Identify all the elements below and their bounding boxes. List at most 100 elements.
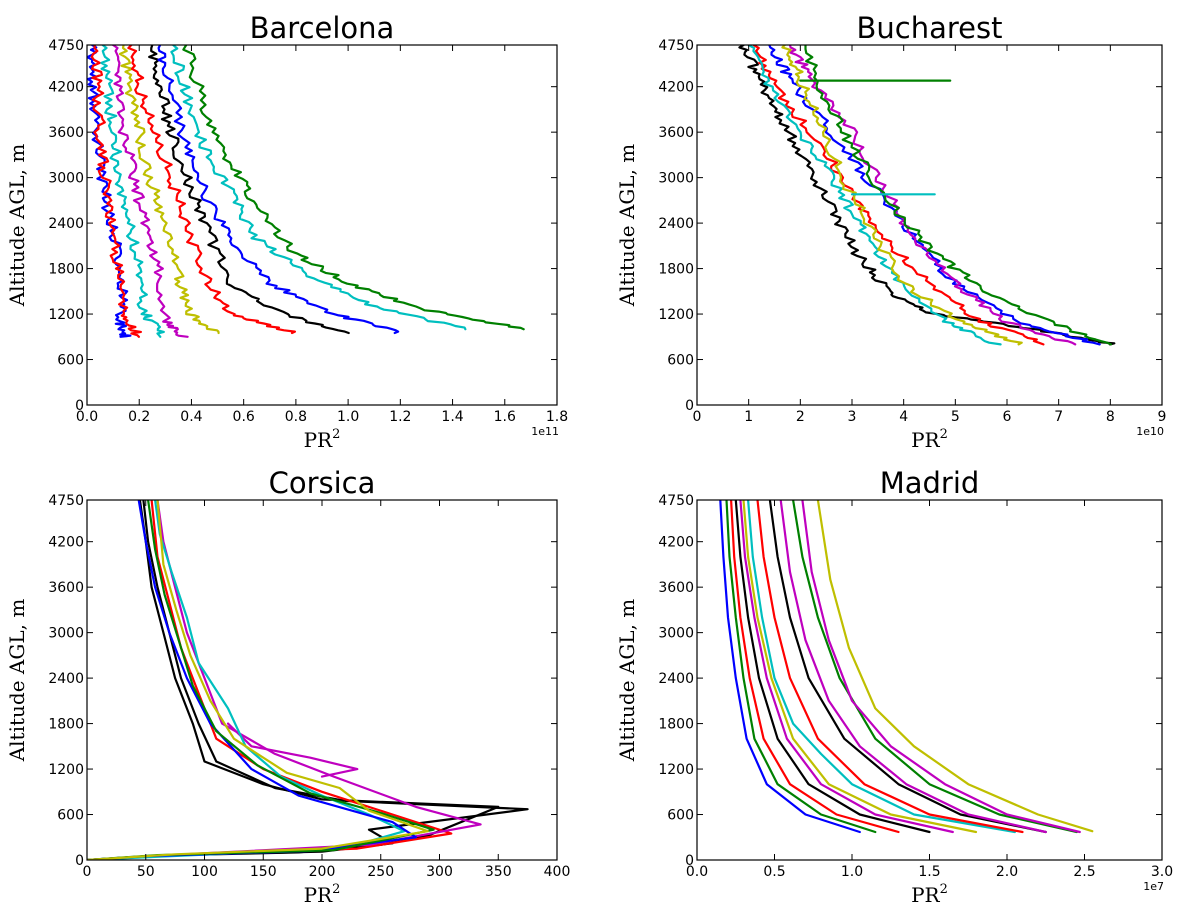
x-tick-label: 1.2 — [389, 409, 411, 425]
x-tick-label: 7 — [1054, 409, 1063, 425]
series-line — [87, 500, 435, 860]
y-tick-label: 1800 — [48, 717, 84, 733]
x-axis-label-superscript: 2 — [940, 882, 948, 897]
series-line — [170, 45, 467, 331]
y-tick-label: 3000 — [658, 171, 694, 187]
x-axis-label-base: PR — [304, 883, 333, 904]
series-line — [112, 45, 189, 338]
chart-title: Barcelona — [250, 11, 395, 45]
series-line — [804, 45, 1112, 346]
y-tick-label: 600 — [667, 353, 694, 369]
y-axis-label: Altitude AGL, m — [5, 599, 29, 763]
x-tick-label: 9 — [1158, 409, 1167, 425]
y-tick-label: 0 — [685, 398, 694, 414]
y-tick-label: 3600 — [658, 580, 694, 596]
x-tick-label: 5 — [951, 409, 960, 425]
series-line — [739, 500, 954, 834]
series-line — [719, 500, 861, 834]
series-line — [182, 45, 525, 331]
series-line — [725, 500, 877, 834]
x-tick-label: 300 — [426, 864, 453, 880]
y-axis-label: Altitude AGL, m — [615, 144, 639, 308]
axes-frame — [696, 44, 1163, 406]
series-line — [747, 45, 1002, 346]
chart-title: Bucharest — [857, 11, 1003, 45]
x-tick-label: 250 — [367, 864, 394, 880]
x-tick-label: 1.4 — [441, 409, 463, 425]
x-tick-label: 2.0 — [996, 864, 1018, 880]
x-axis-label-base: PR — [911, 883, 940, 904]
y-tick-label: 3600 — [48, 580, 84, 596]
series-line — [157, 45, 400, 335]
x-offset-label: 1e7 — [1143, 880, 1164, 893]
x-tick-label: 4 — [899, 409, 908, 425]
series-line — [118, 45, 220, 335]
chart-title: Corsica — [269, 466, 376, 500]
y-tick-label: 1800 — [658, 262, 694, 278]
x-tick-label: 150 — [250, 864, 277, 880]
series-line — [730, 500, 900, 834]
x-tick-label: 1 — [744, 409, 753, 425]
series-line — [100, 45, 165, 338]
series-line — [734, 500, 931, 834]
x-offset-label: 1e10 — [1136, 425, 1164, 438]
chart-title: Madrid — [880, 466, 980, 500]
x-tick-label: 350 — [485, 864, 512, 880]
x-tick-label: 200 — [309, 864, 336, 880]
plot-area — [87, 45, 525, 338]
x-tick-label: 0.6 — [233, 409, 255, 425]
panel-corsica: 0 50 100 150 200 250 300 350 400 0 600 1200 1800 2400… — [5, 466, 570, 904]
series-line — [90, 45, 142, 338]
x-axis-label-superscript: 2 — [332, 427, 340, 442]
series-line — [87, 500, 482, 860]
series-line — [792, 500, 1078, 834]
y-tick-label: 4750 — [48, 38, 84, 54]
x-axis-label-superscript: 2 — [332, 882, 340, 897]
x-axis-label-base: PR — [911, 428, 940, 452]
x-tick-label: 1.0 — [337, 409, 359, 425]
series-line — [226, 722, 359, 778]
x-axis-label: PR2 — [304, 427, 341, 452]
series-line — [127, 45, 296, 335]
plot-area — [738, 45, 1116, 346]
y-tick-label: 1200 — [48, 762, 84, 778]
y-tick-label: 2400 — [48, 216, 84, 232]
y-tick-label: 600 — [57, 353, 84, 369]
panel-bucharest: 0 1 2 3 4 5 6 7 8 9 0 600 1200 1800 2400 3000 3600 4200 47… — [615, 11, 1166, 452]
series-line — [781, 45, 1023, 346]
x-tick-label: 0.0 — [686, 864, 708, 880]
x-tick-label: 0 — [693, 409, 702, 425]
series-line — [87, 500, 453, 860]
x-axis-label-base: PR — [304, 428, 333, 452]
y-tick-label: 4750 — [48, 493, 84, 509]
series-line — [87, 500, 529, 860]
x-offset-label: 1e11 — [531, 425, 559, 438]
y-tick-label: 4200 — [658, 80, 694, 96]
x-axis-label: PR2 — [911, 427, 948, 452]
y-tick-label: 1800 — [658, 717, 694, 733]
x-tick-label: 2 — [796, 409, 805, 425]
x-tick-label: 0.8 — [285, 409, 307, 425]
y-tick-label: 3000 — [48, 171, 84, 187]
series-line — [148, 45, 350, 335]
panel-madrid: 0.0 0.5 1.0 1.5 2.0 2.5 3.0 0 600 1200 1800 2400 300… — [615, 466, 1173, 904]
x-tick-label: 0.4 — [180, 409, 202, 425]
y-tick-label: 1200 — [658, 307, 694, 323]
y-tick-label: 3000 — [48, 626, 84, 642]
x-tick-label: 3 — [848, 409, 857, 425]
x-tick-label: 3.0 — [1151, 864, 1173, 880]
y-tick-label: 3600 — [658, 125, 694, 141]
y-tick-label: 4200 — [48, 535, 84, 551]
y-tick-label: 4200 — [48, 80, 84, 96]
series-line — [768, 500, 1047, 834]
x-tick-label: 100 — [191, 864, 218, 880]
y-tick-label: 2400 — [658, 216, 694, 232]
axes-frame — [86, 44, 558, 406]
x-tick-label: 1.8 — [546, 409, 568, 425]
panel-barcelona: 0.0 0.2 0.4 0.6 0.8 1.0 1.2 1.4 1.6 1.8 0 600 1200 18… — [5, 11, 568, 452]
y-axis-label: Altitude AGL, m — [615, 599, 639, 763]
x-axis-label-superscript: 2 — [940, 427, 948, 442]
y-tick-label: 1200 — [658, 762, 694, 778]
x-axis-label: PR2 — [911, 882, 948, 904]
y-tick-label: 2400 — [658, 671, 694, 687]
